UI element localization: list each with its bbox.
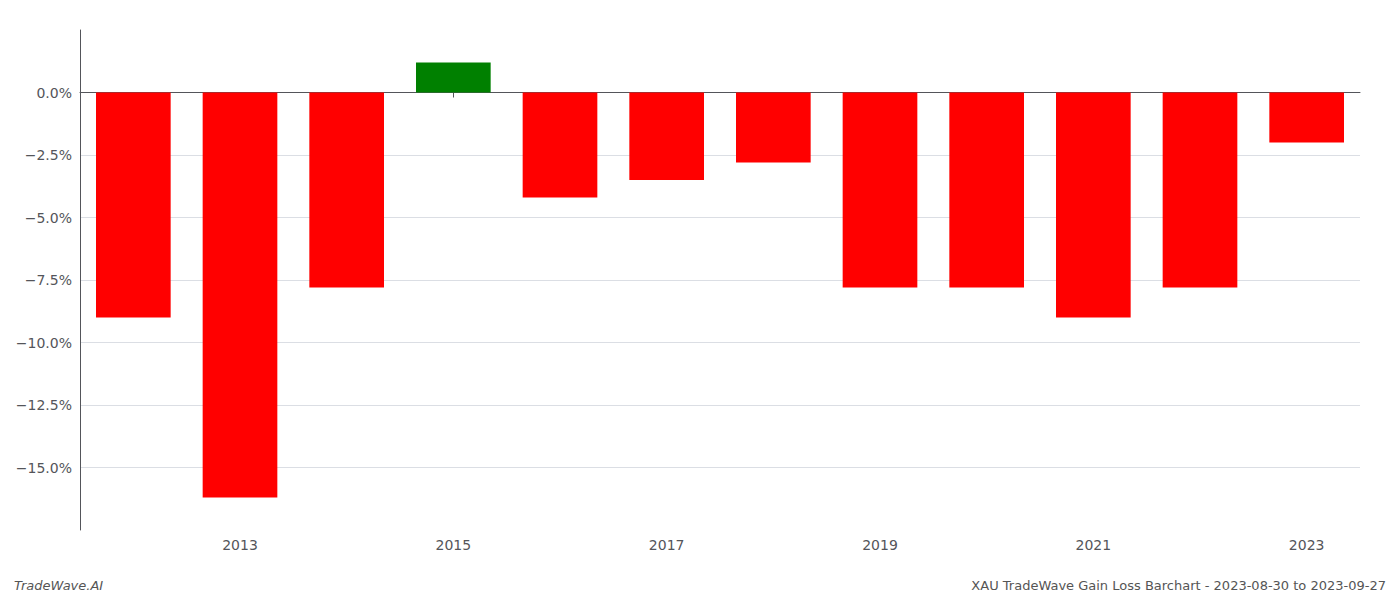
svg-text:2015: 2015	[436, 537, 472, 553]
svg-text:XAU TradeWave Gain Loss Barcha: XAU TradeWave Gain Loss Barchart - 2023-…	[971, 578, 1386, 593]
svg-text:2023: 2023	[1289, 537, 1325, 553]
svg-text:2017: 2017	[649, 537, 685, 553]
svg-text:−12.5%: −12.5%	[16, 397, 72, 413]
svg-text:−15.0%: −15.0%	[16, 460, 72, 476]
svg-text:−10.0%: −10.0%	[16, 335, 72, 351]
svg-text:2019: 2019	[862, 537, 898, 553]
svg-text:TradeWave.AI: TradeWave.AI	[14, 578, 103, 593]
svg-text:−2.5%: −2.5%	[25, 147, 72, 163]
svg-text:−7.5%: −7.5%	[25, 272, 72, 288]
svg-text:2013: 2013	[222, 537, 258, 553]
svg-text:0.0%: 0.0%	[36, 85, 72, 101]
svg-text:2021: 2021	[1076, 537, 1112, 553]
svg-text:−5.0%: −5.0%	[25, 210, 72, 226]
